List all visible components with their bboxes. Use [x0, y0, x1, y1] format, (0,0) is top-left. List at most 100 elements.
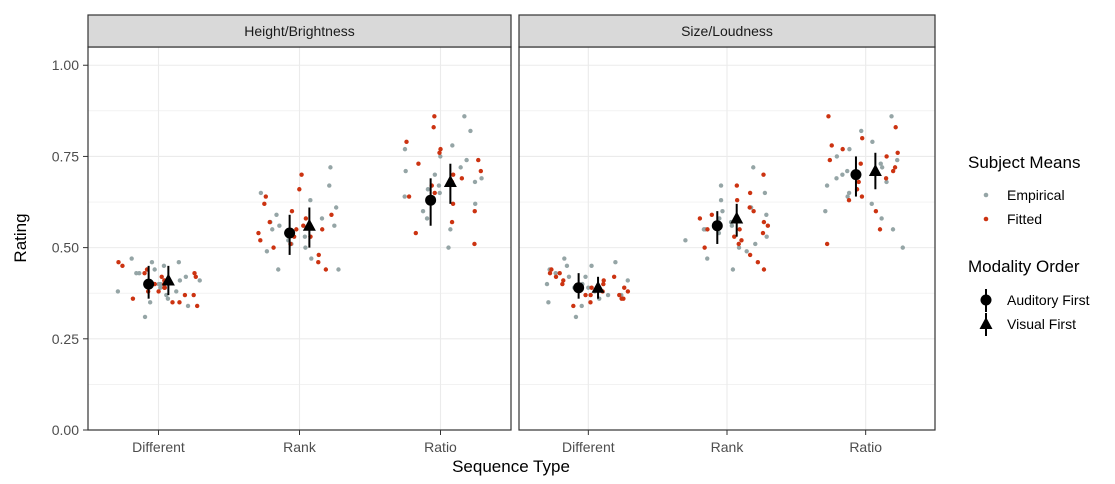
- empirical-point: [870, 139, 875, 145]
- fitted-point: [120, 263, 125, 269]
- empirical-point: [336, 267, 341, 272]
- mean-marker-visual-first: [443, 174, 457, 187]
- empirical-point: [546, 300, 551, 305]
- empirical-point: [438, 154, 443, 159]
- legend: Subject Means Empirical Fitted Modality …: [968, 153, 1090, 336]
- chart-panels: 0.00 0.25 0.50 0.75 1.00 Height/Brightness Dif…: [52, 14, 936, 455]
- fitted-point: [611, 274, 617, 279]
- fitted-point: [895, 150, 900, 155]
- fitted-point: [761, 219, 767, 225]
- fitted-point: [702, 245, 707, 250]
- empirical-point: [270, 227, 275, 232]
- empirical-point: [884, 179, 889, 185]
- empirical-point: [859, 128, 864, 134]
- empirical-point: [277, 223, 282, 228]
- mean-marker-auditory-first: [143, 278, 155, 290]
- panel-height-brightness: Height/Brightness Different Rank Ratio: [87, 14, 512, 455]
- empirical-point: [879, 165, 885, 170]
- fitted-point: [589, 285, 594, 290]
- fitted-point: [846, 198, 852, 203]
- fitted-point: [329, 212, 334, 217]
- x-tick-label: Different: [132, 439, 185, 455]
- fitted-point: [432, 114, 437, 119]
- fitted-point: [406, 194, 412, 199]
- empirical-point: [402, 194, 407, 199]
- fitted-point: [320, 227, 325, 232]
- legend-key-visual-triangle: [979, 317, 993, 329]
- mean-marker-auditory-first: [573, 282, 585, 294]
- empirical-point: [847, 146, 852, 152]
- fitted-point: [557, 270, 562, 276]
- y-tick-label: 1.00: [52, 57, 79, 73]
- empirical-point: [264, 249, 270, 254]
- fitted-point: [316, 252, 321, 258]
- fitted-point: [856, 179, 861, 185]
- fitted-point: [737, 227, 742, 232]
- mean-marker-visual-first: [591, 280, 605, 293]
- mean-marker-visual-first: [730, 211, 744, 224]
- fitted-point: [262, 201, 267, 207]
- fitted-point: [316, 260, 321, 265]
- fitted-point: [747, 190, 753, 196]
- empirical-point: [823, 208, 828, 214]
- empirical-point: [472, 179, 478, 185]
- legend-label-auditory: Auditory First: [1007, 292, 1090, 308]
- empirical-point: [589, 263, 594, 269]
- empirical-point: [448, 227, 453, 232]
- fitted-point: [761, 267, 767, 272]
- fitted-point: [625, 289, 631, 294]
- empirical-point: [158, 281, 163, 287]
- fitted-point: [840, 146, 845, 152]
- legend-title-modality-order: Modality Order: [968, 257, 1080, 276]
- fitted-point: [601, 281, 606, 287]
- empirical-point: [878, 161, 883, 166]
- empirical-point: [458, 165, 463, 170]
- fitted-point: [760, 230, 766, 236]
- fitted-point: [258, 238, 263, 243]
- panel-strip-title: Size/Loudness: [681, 23, 773, 39]
- empirical-point: [332, 223, 337, 228]
- empirical-point: [753, 241, 758, 247]
- fitted-point: [303, 216, 309, 221]
- fitted-point: [194, 303, 200, 309]
- fitted-point: [747, 205, 752, 210]
- fitted-point: [159, 274, 164, 279]
- empirical-point: [147, 300, 153, 305]
- empirical-point: [718, 183, 724, 188]
- fitted-point: [182, 292, 188, 298]
- fitted-point: [263, 194, 269, 199]
- mean-marker-auditory-first: [425, 194, 437, 206]
- fitted-point: [755, 260, 761, 265]
- fitted-point: [617, 292, 622, 298]
- empirical-point: [425, 187, 431, 192]
- empirical-point: [479, 176, 484, 181]
- empirical-point: [134, 270, 139, 276]
- x-tick-label: Different: [562, 439, 615, 455]
- empirical-point: [158, 285, 163, 290]
- fitted-point: [571, 303, 576, 309]
- x-tick-label: Rank: [711, 439, 745, 455]
- fitted-point: [859, 194, 865, 199]
- fitted-point: [472, 241, 477, 247]
- x-tick-label: Rank: [283, 439, 317, 455]
- y-axis-title: Rating: [11, 213, 30, 262]
- x-tick-label: Ratio: [424, 439, 457, 455]
- fitted-point: [404, 139, 409, 145]
- empirical-point: [846, 190, 852, 196]
- empirical-point: [751, 165, 756, 170]
- fitted-point: [761, 172, 766, 177]
- fitted-point: [553, 274, 559, 279]
- fitted-point: [765, 223, 771, 228]
- fitted-point: [827, 157, 833, 163]
- fitted-point: [883, 176, 889, 181]
- fitted-point: [438, 146, 443, 152]
- empirical-point: [762, 190, 768, 196]
- empirical-point: [432, 172, 438, 177]
- empirical-point: [834, 176, 839, 181]
- fitted-point: [416, 161, 421, 166]
- mean-marker-visual-first: [868, 164, 882, 177]
- legend-label-visual: Visual First: [1007, 316, 1076, 332]
- legend-title-subject-means: Subject Means: [968, 153, 1080, 172]
- empirical-point: [473, 201, 478, 207]
